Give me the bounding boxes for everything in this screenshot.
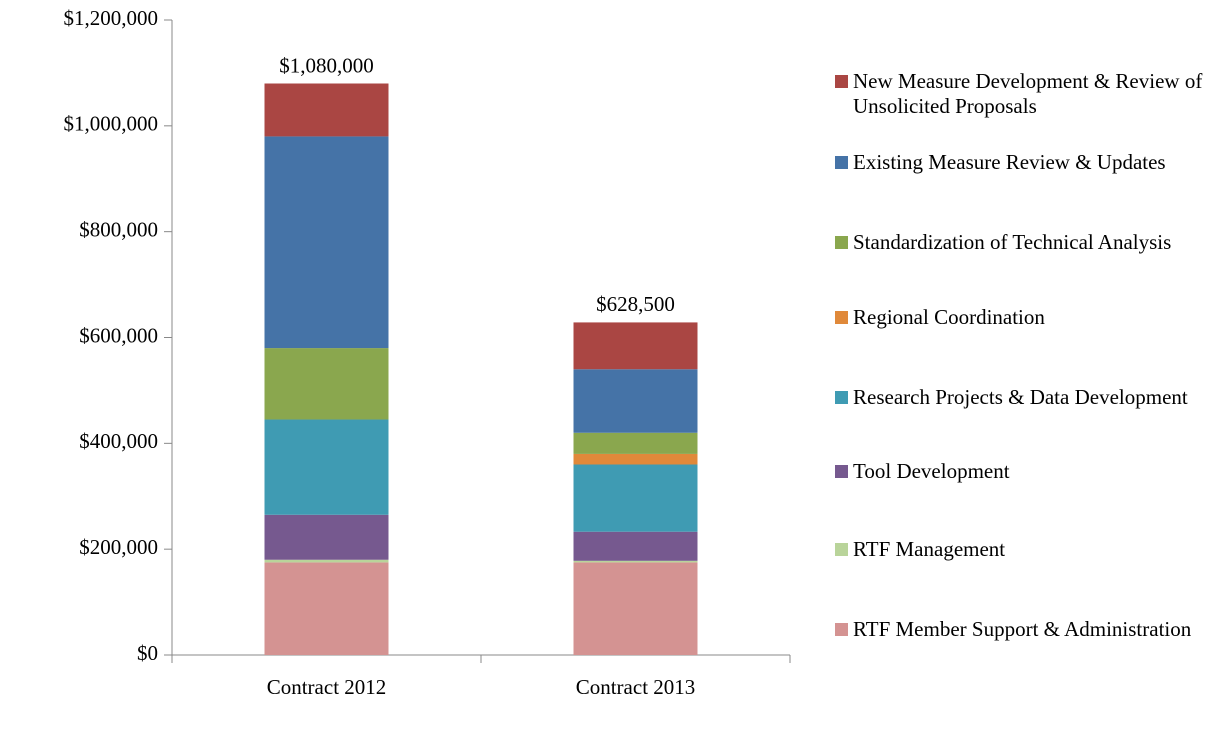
bar-segment (573, 369, 698, 433)
x-tick-label: Contract 2012 (266, 675, 387, 699)
legend-swatch (835, 236, 848, 249)
legend-swatch (835, 623, 848, 636)
legend-swatch (835, 311, 848, 324)
bar-segment (264, 514, 389, 560)
legend-label: Standardization of Technical Analysis (853, 230, 1172, 254)
bar-segment (573, 453, 698, 465)
legend-label: Regional Coordination (853, 305, 1045, 329)
legend-swatch (835, 156, 848, 169)
bar-segment (264, 419, 389, 515)
y-tick-label: $200,000 (79, 535, 158, 559)
x-tick-label: Contract 2013 (575, 675, 696, 699)
bar-segment (573, 322, 698, 370)
total-label: $628,500 (596, 292, 675, 316)
bar-segment (264, 559, 389, 563)
y-tick-label: $1,200,000 (64, 6, 159, 30)
bar-segment (573, 464, 698, 532)
bar-segment (264, 562, 389, 655)
legend-swatch (835, 75, 848, 88)
legend-label: New Measure Development & Review of Unso… (853, 69, 1203, 118)
bar-segment (264, 136, 389, 349)
legend-label: Tool Development (853, 459, 1010, 483)
legend-swatch (835, 391, 848, 404)
bar-segment (264, 348, 389, 420)
legend-swatch (835, 543, 848, 556)
bar-segment (573, 432, 698, 454)
legend-label: RTF Member Support & Administration (853, 617, 1192, 641)
legend-label: Research Projects & Data Development (853, 385, 1188, 409)
legend-label: Existing Measure Review & Updates (853, 150, 1166, 174)
total-label: $1,080,000 (279, 53, 374, 77)
y-tick-label: $0 (137, 641, 158, 665)
y-tick-label: $800,000 (79, 217, 158, 241)
bar-segment (573, 531, 698, 561)
legend-label: RTF Management (853, 537, 1006, 561)
bar-segment (573, 562, 698, 655)
y-tick-label: $1,000,000 (64, 112, 159, 136)
bar-segment (573, 560, 698, 563)
bar-segment (264, 83, 389, 137)
y-tick-label: $600,000 (79, 323, 158, 347)
legend-swatch (835, 465, 848, 478)
y-tick-label: $400,000 (79, 429, 158, 453)
